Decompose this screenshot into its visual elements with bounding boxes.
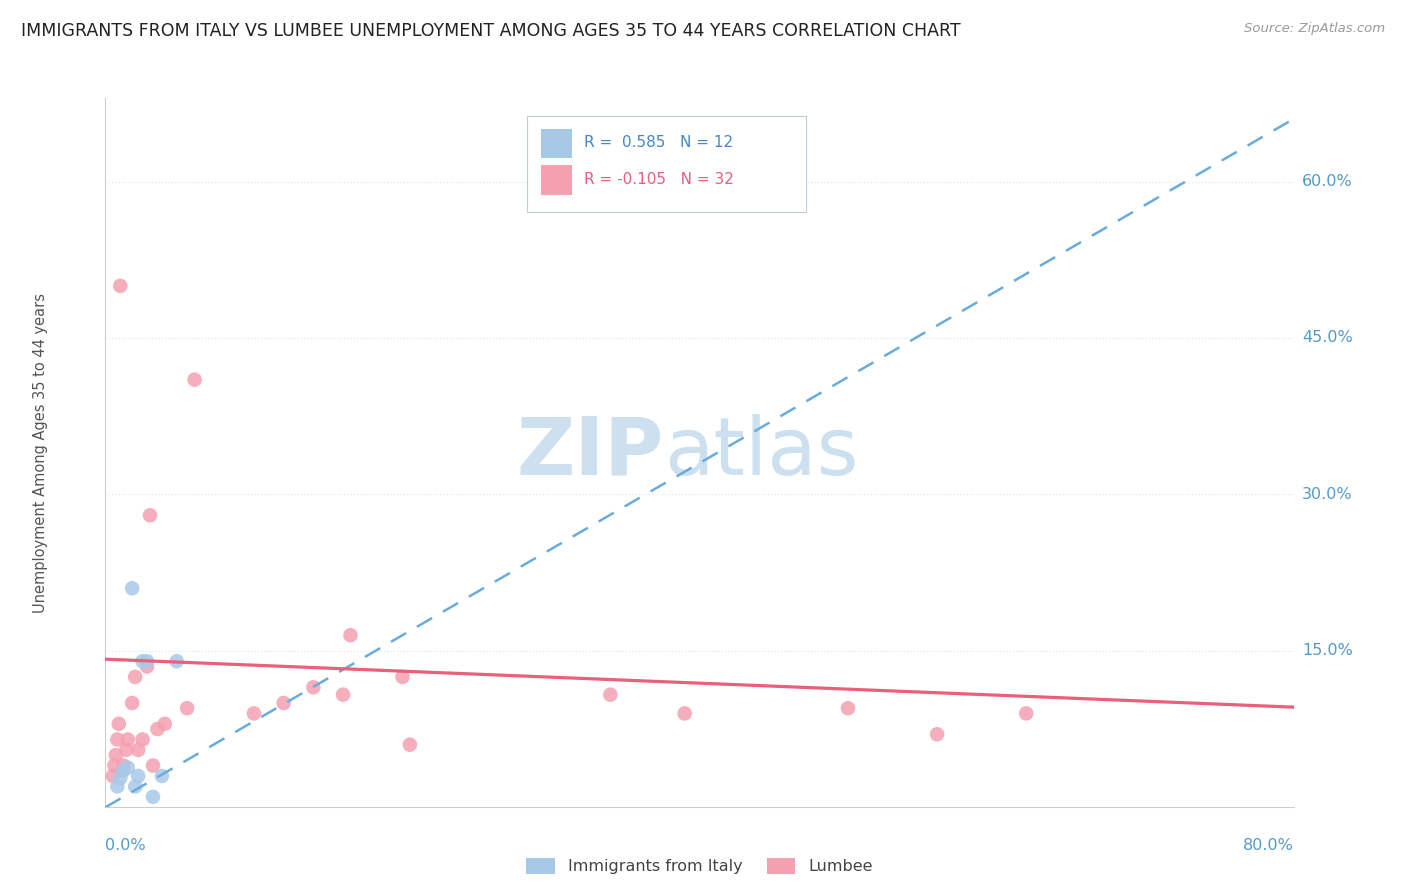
Point [110,278,132,293]
Point [146,722,169,736]
Point [273,696,295,710]
Text: R = -0.105   N = 32: R = -0.105 N = 32 [585,172,734,187]
Point [136,659,159,673]
Point [112,758,135,772]
Point [127,769,149,783]
Point [131,732,153,747]
Point [837,701,859,715]
Legend: Immigrants from Italy, Lumbee: Immigrants from Italy, Lumbee [520,852,879,880]
Bar [541,166,572,195]
Bar [541,128,572,159]
Point [339,628,361,642]
Text: Unemployment Among Ages 35 to 44 years: Unemployment Among Ages 35 to 44 years [32,293,48,613]
Text: 15.0%: 15.0% [1302,643,1353,658]
Point [117,732,139,747]
Point [302,681,325,695]
Point [332,688,354,702]
Text: atlas: atlas [664,414,858,491]
Point [124,780,146,794]
Text: 30.0%: 30.0% [1302,487,1353,502]
Text: 60.0%: 60.0% [1302,174,1353,189]
Text: R =  0.585   N = 12: R = 0.585 N = 12 [585,136,734,150]
Point [183,373,205,387]
Point [121,581,143,595]
Text: Source: ZipAtlas.com: Source: ZipAtlas.com [1244,22,1385,36]
Point [673,706,696,721]
Point [136,654,159,668]
Point [112,764,135,778]
Point [104,748,127,763]
Point [243,706,266,721]
Point [142,758,165,772]
Point [391,670,413,684]
Point [927,727,949,741]
Point [127,743,149,757]
Point [105,780,128,794]
Point [599,688,621,702]
Point [108,716,131,731]
Point [121,696,143,710]
Point [1015,706,1038,721]
Bar [527,116,807,211]
Point [101,769,124,783]
Point [124,670,146,684]
Point [103,758,125,772]
Point [105,732,128,747]
Point [176,701,198,715]
Point [153,716,176,731]
Point [139,508,162,523]
Point [142,789,165,804]
Text: IMMIGRANTS FROM ITALY VS LUMBEE UNEMPLOYMENT AMONG AGES 35 TO 44 YEARS CORRELATI: IMMIGRANTS FROM ITALY VS LUMBEE UNEMPLOY… [21,22,960,40]
Text: 0.0%: 0.0% [105,838,146,853]
Text: 45.0%: 45.0% [1302,330,1353,345]
Point [115,743,138,757]
Point [150,769,173,783]
Point [110,771,132,785]
Point [131,654,153,668]
Text: ZIP: ZIP [516,414,664,491]
Point [399,738,422,752]
Point [166,654,188,668]
Point [117,761,139,775]
Text: 80.0%: 80.0% [1243,838,1294,853]
